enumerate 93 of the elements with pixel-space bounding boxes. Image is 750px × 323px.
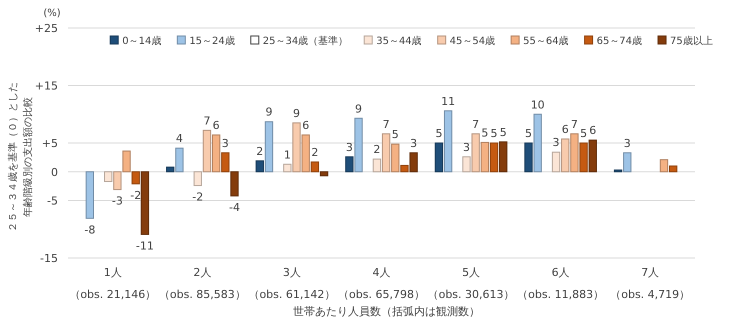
- legend-label: 25～34歳（基準）: [262, 35, 348, 47]
- x-tick-label: 4人（obs. 65,798）: [338, 266, 425, 301]
- data-label: 3: [624, 136, 631, 150]
- data-label: 3: [346, 140, 353, 154]
- x-tick-label: 5人（obs. 30,613）: [428, 266, 515, 301]
- bar: [354, 118, 363, 172]
- data-label: 2: [373, 143, 380, 156]
- data-label: 9: [265, 106, 272, 119]
- data-label: 2: [311, 146, 318, 159]
- bar: [561, 138, 570, 172]
- data-label: 5: [580, 127, 588, 140]
- data-label: 6: [212, 118, 220, 132]
- data-label: 11: [441, 94, 456, 108]
- bar: [471, 133, 480, 172]
- bar: [345, 156, 354, 172]
- x-tick-label: 7人（obs. 4,719）: [610, 266, 690, 301]
- data-label: -2: [192, 190, 204, 204]
- data-label: 4: [176, 132, 183, 146]
- bar: [623, 152, 632, 172]
- y-axis-title: ２５～３４歳を基準（０）とした年齢階級別の支出額の比較: [7, 82, 34, 232]
- bar: [534, 114, 542, 172]
- legend-label: 0～14歳: [122, 35, 162, 47]
- data-label: 7: [570, 118, 578, 131]
- data-label: 3: [462, 140, 470, 154]
- bar: [382, 133, 390, 172]
- legend-label: 65～74歳: [596, 35, 642, 47]
- bar: [372, 158, 382, 172]
- y-tick-label: +15: [34, 80, 58, 92]
- data-label: 5: [525, 127, 532, 140]
- data-label: 6: [302, 118, 310, 132]
- data-label: 6: [562, 122, 569, 136]
- x-tick-label: 2人（obs. 85,583）: [158, 266, 246, 301]
- data-label: 5: [481, 126, 488, 140]
- data-label: -8: [84, 223, 96, 236]
- data-label: 7: [472, 118, 480, 131]
- bar: [570, 133, 579, 172]
- x-tick-label: 6人（obs. 11,883）: [517, 266, 604, 301]
- data-label: 5: [490, 127, 498, 140]
- data-label: 3: [222, 136, 229, 150]
- bar: [86, 171, 94, 219]
- data-label: 9: [293, 106, 300, 120]
- bar: [283, 164, 292, 172]
- y-tick-label: -15: [40, 252, 58, 265]
- data-label: 3: [552, 136, 560, 150]
- data-label: 5: [392, 128, 399, 142]
- data-label: 2: [256, 144, 264, 158]
- legend-label: 35～44歳: [376, 35, 422, 47]
- data-label: -3: [112, 194, 123, 208]
- data-label: 5: [435, 127, 442, 140]
- bar: [552, 152, 560, 172]
- data-label: 7: [382, 118, 390, 131]
- bar: [462, 156, 471, 172]
- bar: [480, 142, 490, 172]
- legend-label: 45～54歳: [450, 35, 496, 47]
- bar: [113, 171, 122, 190]
- text: (%): [43, 8, 61, 19]
- bar: [212, 134, 220, 172]
- y-tick-label: -5: [47, 194, 58, 208]
- data-label: -11: [136, 239, 154, 252]
- bar: [194, 171, 202, 186]
- bar: [524, 142, 533, 172]
- legend-label: 15～24歳: [189, 35, 235, 47]
- bar: [292, 122, 301, 172]
- data-label: 6: [589, 124, 596, 138]
- bar: [202, 130, 212, 172]
- bar: [668, 166, 678, 172]
- bar: [256, 160, 264, 172]
- data-label: 3: [410, 136, 418, 150]
- data-label: -2: [130, 188, 142, 202]
- y-tick-label: +25: [34, 22, 58, 35]
- data-label: 9: [355, 102, 362, 116]
- x-axis-title: 世帯あたり人員数（括弧内は観測数）: [293, 305, 480, 318]
- legend-label: 75歳以上: [670, 35, 713, 47]
- bar: [444, 110, 452, 172]
- bar: [104, 171, 112, 182]
- bar: [391, 144, 400, 172]
- bar: [122, 150, 131, 172]
- bar: [166, 166, 174, 172]
- data-label: 5: [500, 126, 507, 139]
- bar: [660, 159, 668, 172]
- bar: [302, 134, 310, 172]
- data-label: 1: [284, 148, 291, 162]
- data-label: 10: [530, 98, 545, 112]
- data-label: -4: [229, 200, 240, 214]
- y-tick-label: +5: [42, 137, 58, 150]
- bar: [434, 142, 444, 172]
- x-tick-label: 3人（obs. 61,142）: [248, 266, 336, 301]
- data-label: 7: [203, 114, 210, 128]
- y-tick-label: 0: [51, 166, 58, 179]
- bar: [264, 121, 274, 172]
- legend-label: 55～64歳: [523, 35, 569, 47]
- bar: [175, 148, 184, 172]
- x-tick-label: 1人（obs. 21,146）: [69, 266, 156, 301]
